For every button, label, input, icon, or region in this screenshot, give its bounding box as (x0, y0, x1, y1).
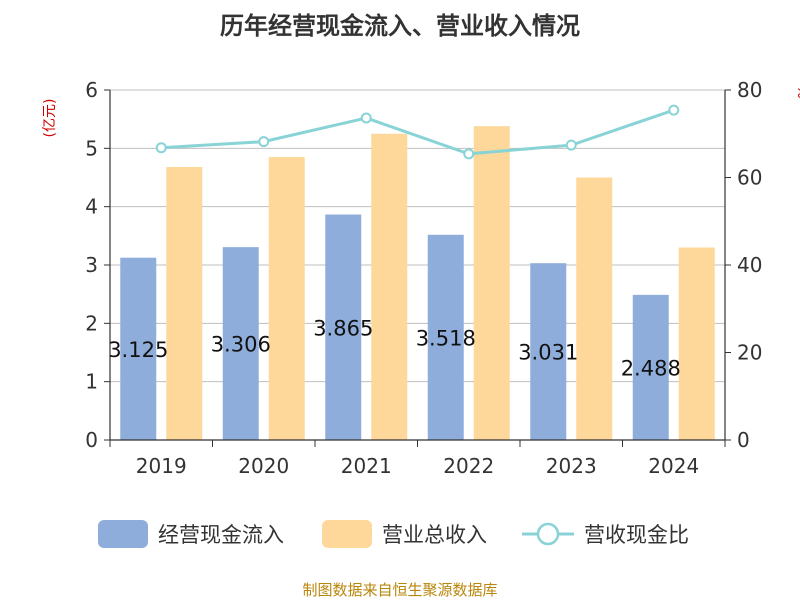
legend-label: 营业总收入 (382, 523, 487, 547)
line-path (161, 108, 675, 156)
legend-swatch (322, 520, 372, 548)
line-point (360, 112, 372, 124)
legend: 经营现金流入 营业总收入 营收现金比 (98, 520, 689, 548)
bar-2021-1 (325, 214, 362, 440)
left-tick-label: 2 (85, 311, 98, 335)
bar-2024-2 (678, 247, 715, 440)
bar-2023-1 (530, 263, 567, 440)
bar-2024-1 (632, 294, 669, 440)
bars (120, 126, 715, 441)
right-tick-label: 0 (737, 428, 750, 452)
bar-2023-2 (576, 177, 613, 440)
legend-marker (536, 522, 560, 546)
line-point (463, 148, 475, 160)
line-point (565, 139, 577, 151)
legend-label: 经营现金流入 (158, 523, 284, 547)
line-point (668, 104, 680, 116)
bar-2019-1 (120, 257, 157, 440)
x-tick-label: 2020 (238, 454, 289, 478)
x-tick-label: 2019 (136, 454, 187, 478)
left-tick-label: 1 (85, 370, 98, 394)
x-tick-label: 2021 (341, 454, 392, 478)
left-tick-label: 3 (85, 253, 98, 277)
line-point (155, 142, 167, 154)
bar-2022-2 (473, 126, 510, 441)
legend-label: 营收现金比 (584, 523, 689, 547)
line-series (155, 104, 680, 160)
right-axis-unit: % (794, 85, 800, 98)
right-tick-label: 60 (737, 166, 762, 190)
bar-2020-1 (222, 247, 259, 440)
bar-value-label: 3.865 (313, 316, 373, 340)
x-tick-label: 2022 (443, 454, 494, 478)
left-tick-label: 5 (85, 136, 98, 160)
x-tick-label: 2024 (648, 454, 699, 478)
bar-value-label: 2.488 (621, 356, 681, 380)
right-tick-label: 40 (737, 253, 762, 277)
chart-title: 历年经营现金流入、营业收入情况 (220, 12, 580, 40)
grid-lines (110, 89, 725, 441)
x-tick-label: 2023 (546, 454, 597, 478)
bar-value-label: 3.306 (211, 333, 271, 357)
right-tick-label: 80 (737, 78, 762, 102)
left-tick-label: 0 (85, 428, 98, 452)
data-source-footer: 制图数据来自恒生聚源数据库 (302, 581, 497, 599)
line-point (258, 136, 270, 148)
legend-swatch (98, 520, 148, 548)
data-labels: 3.125 3.306 3.865 3.518 3.031 2.488 (108, 316, 681, 380)
left-axis-unit: (亿元) (42, 99, 58, 138)
bar-value-label: 3.518 (416, 326, 476, 350)
bar-2022-1 (427, 234, 464, 440)
bar-2020-2 (268, 157, 305, 441)
right-tick-label: 20 (737, 341, 762, 365)
left-tick-label: 4 (85, 195, 98, 219)
bar-2021-2 (371, 133, 408, 440)
bar-value-label: 3.031 (518, 341, 578, 365)
bar-value-label: 3.125 (108, 338, 168, 362)
bar-2019-2 (166, 167, 203, 440)
left-tick-label: 6 (85, 78, 98, 102)
